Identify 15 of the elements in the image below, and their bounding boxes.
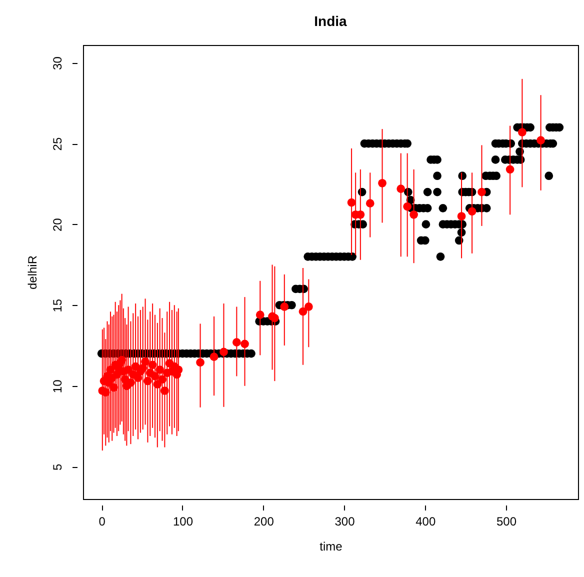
chart-title: India [314,13,348,29]
y-tick-label: 5 [50,464,64,471]
y-tick-label: 15 [50,298,64,312]
y-tick-label: 20 [50,218,64,232]
y-tick-label: 10 [50,379,64,394]
y-tick-label: 25 [50,137,64,151]
y-axis-title: delhiR [26,255,40,290]
x-tick-label: 400 [416,514,436,528]
x-tick-label: 300 [334,514,356,528]
x-tick-label: 100 [172,514,194,528]
y-tick-label: 30 [50,56,64,70]
x-tick-label: 200 [254,514,274,528]
x-axis-title: time [320,540,343,554]
x-tick-label: 0 [98,514,106,528]
x-tick-label: 500 [496,514,517,528]
